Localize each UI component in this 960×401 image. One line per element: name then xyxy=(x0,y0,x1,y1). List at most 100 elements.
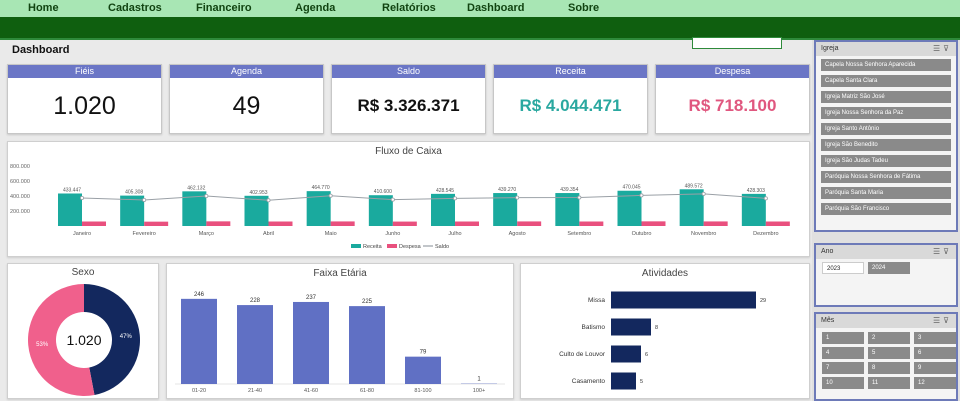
saldo-point[interactable] xyxy=(515,195,520,200)
saldo-point[interactable] xyxy=(763,196,768,201)
nav-home[interactable]: Home xyxy=(28,2,59,14)
slicer-item[interactable]: Paróquia Nossa Senhora de Fátima xyxy=(821,171,951,183)
despesa-bar[interactable] xyxy=(455,221,479,227)
slicer-item[interactable]: Igreja Santo Antônio xyxy=(821,123,951,135)
x-tick-label: Abril xyxy=(263,231,274,237)
nav-dashboard[interactable]: Dashboard xyxy=(467,2,525,14)
saldo-point[interactable] xyxy=(452,196,457,201)
receita-bar[interactable] xyxy=(493,193,518,226)
donut-center-label: 1.020 xyxy=(66,332,101,348)
slicer-item[interactable]: 2024 xyxy=(868,262,910,274)
kpi-value: 1.020 xyxy=(53,92,116,120)
mes-slicer: Mês ☰⊽ 1 2 3 4 5 6 7 8 9 10 11 12 xyxy=(814,312,958,401)
slicer-item[interactable]: 12 xyxy=(914,377,956,389)
multi-select-icon[interactable]: ☰⊽ xyxy=(932,316,952,325)
y-tick-label: 200.000 xyxy=(10,209,30,215)
receita-bar[interactable] xyxy=(679,189,704,226)
age-bar[interactable] xyxy=(405,356,441,384)
slicer-item[interactable]: 10 xyxy=(822,377,864,389)
activity-bar[interactable] xyxy=(611,372,636,390)
nav-relatorios[interactable]: Relatórios xyxy=(382,2,436,14)
slicer-item[interactable]: 1 xyxy=(822,332,864,344)
age-bar[interactable] xyxy=(293,301,329,384)
despesa-bar[interactable] xyxy=(517,221,542,226)
slicer-item[interactable]: 6 xyxy=(914,347,956,359)
receita-bar[interactable] xyxy=(58,193,82,226)
chart-title: Atividades xyxy=(641,268,689,279)
slicer-item[interactable]: Igreja Matriz São José xyxy=(821,91,951,103)
slicer-item[interactable]: 8 xyxy=(868,362,910,374)
slicer-item[interactable]: Capela Nossa Senhora Aparecida xyxy=(821,59,951,71)
data-label: 464.770 xyxy=(312,185,330,191)
age-bar[interactable] xyxy=(349,306,385,384)
x-tick-label: Fevereiro xyxy=(133,231,156,237)
legend-label: Despesa xyxy=(399,244,422,250)
slicer-item[interactable]: 5 xyxy=(868,347,910,359)
slicer-item[interactable]: Paróquia São Francisco xyxy=(821,203,951,215)
slicer-item[interactable]: Paróquia Santa Maria xyxy=(821,187,951,199)
despesa-bar[interactable] xyxy=(703,221,728,226)
slicer-item[interactable]: Igreja São Judas Tadeu xyxy=(821,155,951,167)
saldo-point[interactable] xyxy=(577,195,582,200)
data-label: 428.303 xyxy=(747,188,765,194)
saldo-point[interactable] xyxy=(390,197,395,202)
kpi-value: R$ 718.100 xyxy=(688,96,777,115)
x-tick-label: 21-40 xyxy=(248,388,262,394)
multi-select-icon[interactable]: ☰⊽ xyxy=(932,247,952,256)
nav-cadastros[interactable]: Cadastros xyxy=(108,2,162,14)
saldo-point[interactable] xyxy=(328,193,333,198)
slicer-item[interactable]: Capela Santa Clara xyxy=(821,75,951,87)
receita-bar[interactable] xyxy=(120,195,145,226)
slicer-item[interactable]: Igreja São Benedito xyxy=(821,139,951,151)
slicer-item[interactable]: Igreja Nossa Senhora da Paz xyxy=(821,107,951,119)
despesa-bar[interactable] xyxy=(82,221,106,227)
age-bar-chart: 246 01-20 228 21-40 237 41-60 225 61-80 79 81-100… xyxy=(175,292,505,394)
receita-bar[interactable] xyxy=(741,193,766,226)
saldo-point[interactable] xyxy=(639,193,644,198)
pie-slice[interactable] xyxy=(84,284,141,396)
ano-slicer: Ano ☰⊽ 2023 2024 xyxy=(814,243,958,307)
saldo-point[interactable] xyxy=(142,197,147,202)
slicer-item[interactable]: 7 xyxy=(822,362,864,374)
nav-agenda[interactable]: Agenda xyxy=(295,2,336,14)
pie-slice[interactable] xyxy=(28,284,95,396)
despesa-bar[interactable] xyxy=(268,221,293,227)
despesa-bar[interactable] xyxy=(330,221,355,226)
saldo-point[interactable] xyxy=(266,198,271,203)
multi-select-icon[interactable]: ☰⊽ xyxy=(932,44,952,53)
activity-bar[interactable] xyxy=(611,291,756,309)
slicer-item[interactable]: 4 xyxy=(822,347,864,359)
receita-bar[interactable] xyxy=(555,193,580,226)
despesa-bar[interactable] xyxy=(144,221,169,226)
age-panel: Faixa Etária 246 01-20 228 21-40 237 41-60 225… xyxy=(166,263,514,399)
saldo-point[interactable] xyxy=(204,193,209,198)
age-bar[interactable] xyxy=(181,298,217,384)
despesa-bar[interactable] xyxy=(641,221,666,226)
slicer-item[interactable]: 11 xyxy=(868,377,910,389)
receita-bar[interactable] xyxy=(244,195,269,226)
activity-bar[interactable] xyxy=(611,345,641,363)
despesa-bar[interactable] xyxy=(765,221,790,227)
y-tick-label: 400.000 xyxy=(10,194,30,200)
nav-financeiro[interactable]: Financeiro xyxy=(196,2,252,14)
search-input[interactable] xyxy=(692,37,782,49)
saldo-point[interactable] xyxy=(80,195,85,200)
age-bar[interactable] xyxy=(237,305,273,384)
despesa-bar[interactable] xyxy=(579,221,604,227)
slicer-item[interactable]: 3 xyxy=(914,332,956,344)
x-tick-label: Julho xyxy=(448,231,461,237)
receita-bar[interactable] xyxy=(368,195,393,226)
despesa-bar[interactable] xyxy=(392,221,417,226)
x-tick-label: 81-100 xyxy=(414,388,431,394)
receita-bar[interactable] xyxy=(617,190,642,226)
activity-bar[interactable] xyxy=(611,318,651,336)
nav-sobre[interactable]: Sobre xyxy=(568,2,600,14)
data-label: 410.600 xyxy=(374,189,392,195)
slicer-item[interactable]: 2 xyxy=(868,332,910,344)
despesa-bar[interactable] xyxy=(206,221,231,226)
slicer-item[interactable]: 2023 xyxy=(822,262,864,274)
kpi-label: Despesa xyxy=(656,65,809,78)
chart-title: Sexo xyxy=(71,267,95,278)
saldo-point[interactable] xyxy=(701,191,706,196)
slicer-item[interactable]: 9 xyxy=(914,362,956,374)
